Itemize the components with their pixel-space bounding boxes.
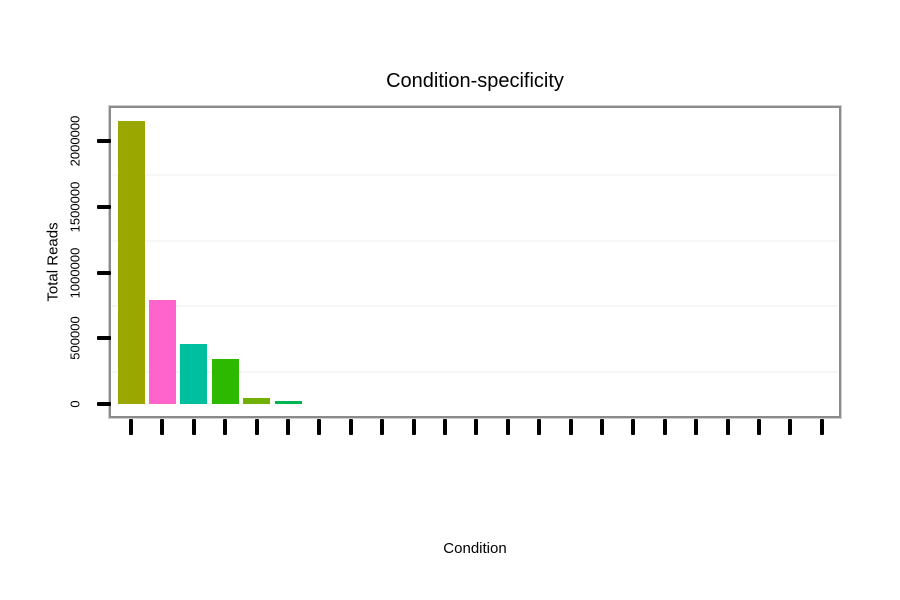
x-tick: [694, 419, 699, 435]
minor-gridline: [112, 305, 838, 308]
x-tick: [348, 419, 353, 435]
x-tick: [568, 419, 573, 435]
y-tick-label: 500000: [67, 316, 83, 360]
y-tick-label: 2000000: [67, 115, 83, 167]
x-tick: [788, 419, 793, 435]
x-tick: [129, 419, 133, 435]
x-tick: [286, 419, 290, 435]
x-tick: [600, 419, 604, 435]
y-tick-label: 0: [67, 400, 83, 408]
minor-gridline: [112, 239, 838, 242]
x-tick: [819, 419, 824, 435]
bar-testes: [148, 300, 176, 404]
x-tick: [725, 419, 730, 435]
y-tick: [97, 336, 111, 341]
bar-heart: [274, 401, 302, 404]
y-tick: [97, 270, 111, 275]
x-tick: [191, 419, 196, 435]
bar-epididymis: [243, 398, 271, 404]
y-tick-label: 1000000: [67, 247, 83, 298]
bar-fibroblast: [211, 358, 239, 404]
x-tick: [505, 419, 510, 435]
x-tick: [474, 419, 479, 435]
x-tick: [380, 419, 385, 435]
plot-panel-border: [109, 106, 841, 418]
minor-gridline: [112, 174, 838, 177]
minor-gridline: [112, 371, 838, 374]
x-tick: [317, 419, 322, 435]
y-tick: [97, 402, 111, 406]
y-tick-label: 1500000: [67, 181, 83, 233]
x-tick: [631, 419, 636, 435]
x-tick: [757, 419, 761, 435]
y-axis-title: Total Reads: [44, 222, 62, 302]
x-tick: [662, 419, 667, 435]
y-tick: [97, 139, 111, 144]
x-tick: [411, 419, 416, 435]
x-tick: [223, 419, 228, 435]
x-axis-title: Condition: [443, 540, 507, 557]
x-tick: [537, 419, 542, 435]
chart-title: Condition-specificity: [386, 70, 564, 92]
bar-kidney: [180, 343, 208, 404]
x-tick: [443, 419, 447, 435]
x-tick: [254, 419, 259, 435]
bar-embryo: [117, 121, 145, 404]
y-tick: [97, 204, 111, 209]
x-tick: [160, 419, 165, 435]
